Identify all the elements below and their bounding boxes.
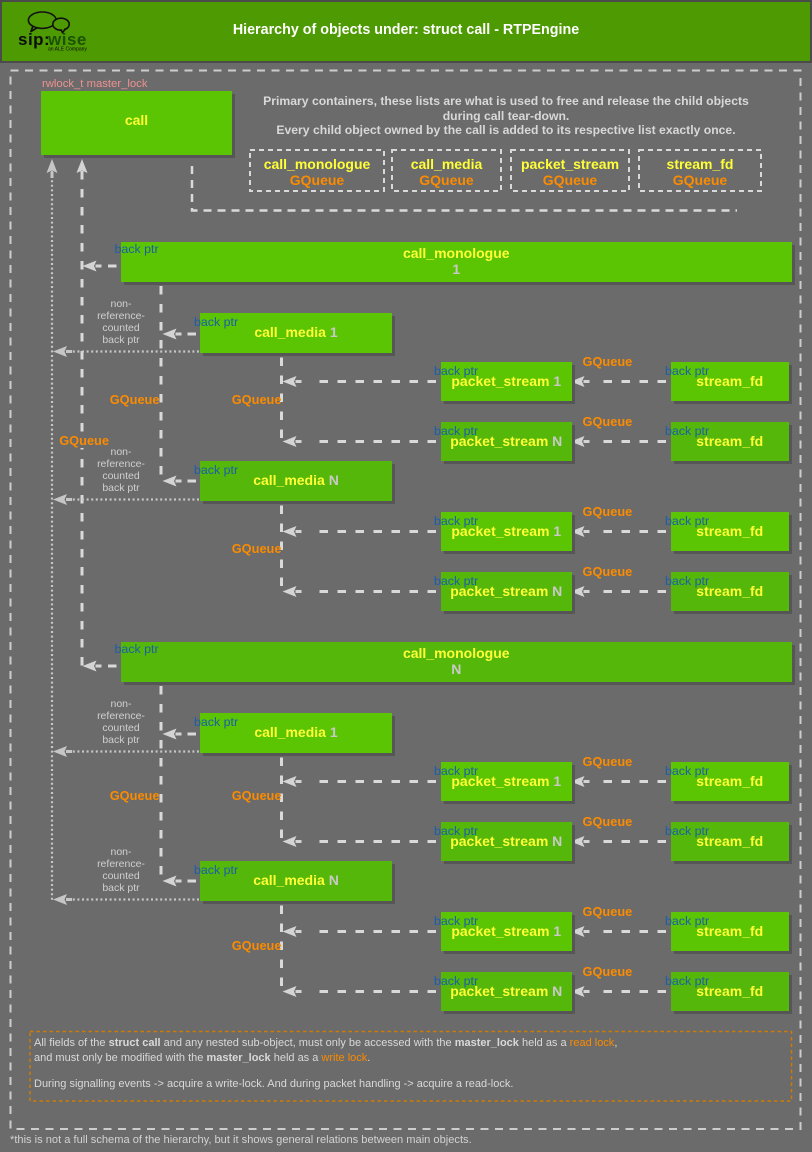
svg-text:wise: wise: [47, 30, 87, 49]
svg-text:an ALE Company: an ALE Company: [48, 47, 87, 53]
svg-text:sip:: sip:: [18, 30, 50, 49]
